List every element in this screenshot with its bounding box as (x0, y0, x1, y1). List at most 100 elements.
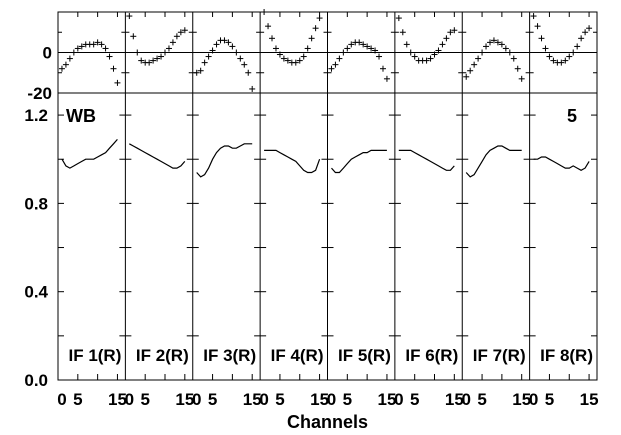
phase-point (98, 41, 105, 48)
phase-point (578, 35, 585, 42)
phase-point (249, 85, 256, 92)
phase-point (368, 45, 375, 52)
phase-point (300, 53, 307, 60)
phase-point (225, 39, 232, 46)
phase-point (348, 41, 355, 48)
panel-label: IF 1(R) (68, 346, 121, 365)
phase-point (558, 59, 565, 66)
phase-point (233, 49, 240, 56)
phase-point (490, 37, 497, 44)
phase-point (530, 13, 537, 20)
phase-point (538, 35, 545, 42)
antenna-label: 5 (567, 106, 577, 126)
phase-point (546, 53, 553, 60)
panel-label: IF 2(R) (136, 346, 189, 365)
phase-point (356, 39, 363, 46)
phase-point (383, 75, 390, 82)
x-tick-label: 5 (73, 390, 82, 409)
x-tick-label: 15 (445, 390, 464, 409)
phase-point (177, 29, 184, 36)
phase-point (364, 43, 371, 50)
x-tick-label: 5 (343, 390, 352, 409)
phase-point (126, 13, 133, 20)
amplitude-line (465, 145, 522, 178)
phase-point (292, 59, 299, 66)
phase-point (467, 67, 474, 74)
phase-point (272, 45, 279, 52)
panel-label: IF 7(R) (473, 346, 526, 365)
panel-label: IF 3(R) (203, 346, 256, 365)
x-tick-label: 0 (394, 390, 403, 409)
panel-label: IF 6(R) (405, 346, 458, 365)
phase-point (146, 59, 153, 66)
phase-point (510, 55, 517, 62)
phase-point (154, 55, 161, 62)
x-tick-label: 5 (545, 390, 554, 409)
phase-point (506, 49, 513, 56)
phase-point (423, 57, 430, 64)
x-tick-label: 0 (57, 390, 66, 409)
phase-point (443, 35, 450, 42)
x-tick-label: 0 (259, 390, 268, 409)
phase-point (379, 65, 386, 72)
x-tick-label: 5 (410, 390, 419, 409)
phase-point (431, 51, 438, 58)
phase-point (518, 75, 525, 82)
phase-point (237, 55, 244, 62)
phase-point (102, 45, 109, 52)
phase-point (471, 61, 478, 68)
phase-point (514, 65, 521, 72)
phase-y-tick-label: 0 (43, 44, 52, 63)
x-tick-label: 15 (377, 390, 396, 409)
phase-point (265, 23, 272, 30)
phase-point (158, 53, 165, 60)
phase-point (193, 69, 200, 76)
phase-point (162, 49, 169, 56)
x-axis-label: Channels (287, 412, 368, 432)
amplitude-line (129, 143, 186, 169)
phase-point (197, 67, 204, 74)
x-tick-label: 0 (125, 390, 134, 409)
amplitude-y-tick-label: 1.2 (24, 106, 48, 125)
phase-point (479, 49, 486, 56)
phase-point (502, 45, 509, 52)
phase-point (542, 45, 549, 52)
phase-point (550, 57, 557, 64)
phase-point (70, 49, 77, 56)
phase-point (411, 53, 418, 60)
phase-point (165, 45, 172, 52)
phase-point (221, 37, 228, 44)
phase-point (241, 61, 248, 68)
x-tick-label: 5 (275, 390, 284, 409)
phase-point (439, 41, 446, 48)
phase-point (328, 65, 335, 72)
amplitude-line (196, 143, 253, 178)
phase-point (376, 53, 383, 60)
amplitude-line (533, 156, 590, 171)
amplitude-line (331, 149, 387, 174)
phase-point (486, 39, 493, 46)
phase-point (475, 55, 482, 62)
x-tick-label: 5 (208, 390, 217, 409)
phase-point (150, 57, 157, 64)
phase-point (205, 53, 212, 60)
phase-point (138, 57, 145, 64)
phase-point (562, 57, 569, 64)
phase-point (276, 51, 283, 58)
phase-point (74, 45, 81, 52)
phase-point (447, 29, 454, 36)
phase-point (435, 47, 442, 54)
baseline-label: WB (66, 106, 96, 126)
phase-point (58, 65, 65, 72)
panel-label: IF 4(R) (271, 346, 324, 365)
phase-point (261, 9, 268, 15)
phase-point (280, 55, 287, 62)
panel-label: IF 5(R) (338, 346, 391, 365)
phase-point (566, 53, 573, 60)
phase-point (181, 27, 188, 34)
x-tick-label: 0 (192, 390, 201, 409)
phase-point (399, 29, 406, 36)
amplitude-y-tick-label: 0.0 (24, 371, 48, 390)
phase-y-tick-label: -20 (27, 84, 52, 103)
phase-point (78, 43, 85, 50)
